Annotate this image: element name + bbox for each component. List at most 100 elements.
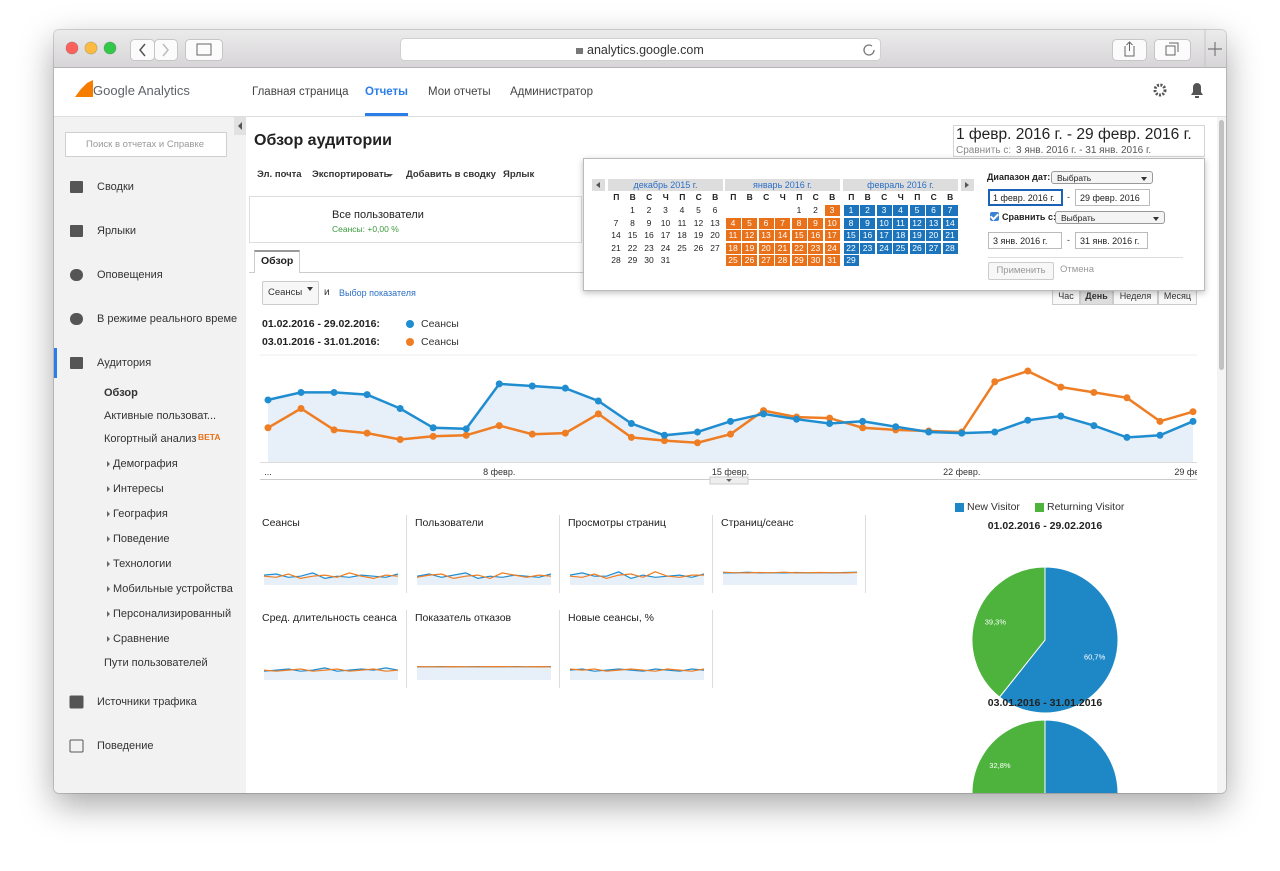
tab[interactable]: [254, 250, 300, 273]
point: [264, 424, 272, 432]
sidebar-group[interactable]: Персонализированный: [113, 608, 232, 620]
sidebar-subitem[interactable]: Когортный анализ: [104, 433, 197, 445]
point: [429, 432, 437, 440]
pie-label: 39,3%: [985, 618, 1007, 627]
tile-title: Сеансы: [262, 517, 300, 529]
sidebar-item[interactable]: Источники трафика: [97, 696, 197, 708]
nav-item[interactable]: Администратор: [510, 86, 593, 98]
x-tick-label: 29 февр.: [1174, 467, 1211, 477]
toolbar-button[interactable]: Экспортировать: [312, 169, 390, 180]
point: [727, 417, 734, 425]
sidebar-subitem[interactable]: Активные пользоват...: [104, 410, 217, 422]
tile-title: Страниц/сеанс: [721, 517, 794, 529]
back-icon: [139, 43, 146, 57]
sidebar-item[interactable]: Аудитория: [97, 357, 152, 369]
point: [892, 423, 900, 431]
logo-icon: [75, 80, 93, 97]
search-box[interactable]: [65, 132, 227, 157]
beta-badge: BETA: [198, 432, 221, 442]
point: [627, 433, 635, 441]
notifications-icon: [1191, 83, 1203, 98]
metric-select[interactable]: [262, 281, 319, 305]
sparkline: [263, 572, 399, 580]
granularity-button[interactable]: Неделя: [1113, 285, 1158, 305]
sidebar-item[interactable]: Оповещения: [97, 269, 163, 281]
toolbar-button[interactable]: Добавить в сводку: [406, 169, 496, 180]
expand-arrow: [107, 511, 110, 517]
point: [297, 388, 305, 396]
metric-select-label: Сеансы: [268, 287, 303, 298]
compare-label: Сравнить с:: [956, 145, 1012, 156]
toolbar-button: [130, 39, 155, 61]
new-tab-icon: [1208, 42, 1222, 56]
url: analytics.google.com: [587, 43, 704, 57]
point: [1189, 417, 1197, 425]
point: [1057, 412, 1065, 420]
legend-marker: [406, 338, 414, 346]
expand-arrow: [107, 561, 110, 567]
legend-marker: [406, 320, 414, 328]
nav-item[interactable]: Мои отчеты: [428, 86, 491, 98]
segment-box[interactable]: [249, 196, 582, 243]
sidebar-group[interactable]: Демография: [113, 458, 178, 470]
nav-item[interactable]: Отчеты: [365, 86, 408, 98]
point: [396, 405, 404, 412]
nav-icon: [70, 269, 83, 281]
forward-icon: [162, 43, 169, 57]
dropdown-caret: [387, 174, 393, 177]
spark-area: [723, 572, 857, 585]
sidebar-item[interactable]: Сводки: [97, 181, 134, 193]
date-range-box[interactable]: [953, 125, 1205, 157]
legend-swatch: [955, 503, 964, 512]
point: [925, 428, 933, 436]
nav-item[interactable]: Главная страница: [252, 86, 349, 98]
sidebar-group[interactable]: Сравнение: [113, 633, 170, 645]
point: [859, 417, 867, 425]
range-handle-arrow: [726, 479, 732, 482]
spark-area: [417, 666, 551, 680]
sidebar-group[interactable]: Интересы: [113, 483, 164, 495]
granularity-button[interactable]: День: [1080, 285, 1113, 305]
nav-icon: [70, 357, 83, 369]
toolbar-button[interactable]: Ярлык: [503, 169, 535, 180]
tile-title: Показатель отказов: [415, 612, 512, 624]
point: [1090, 422, 1098, 430]
url-bar: [400, 38, 881, 61]
point: [561, 384, 569, 392]
tile-title: Сред. длительность сеанса: [262, 612, 397, 624]
sidebar-subitem[interactable]: Пути пользователей: [104, 657, 208, 669]
sparkline: [263, 668, 399, 672]
sidebar-group[interactable]: География: [113, 508, 168, 520]
pie-slice: [971, 566, 1046, 698]
point: [793, 415, 801, 423]
granularity-button[interactable]: Месяц: [1158, 285, 1197, 305]
expand-arrow: [107, 636, 110, 642]
point: [330, 388, 338, 396]
compare-range: 3 янв. 2016 г. - 31 янв. 2016 г.: [1016, 145, 1152, 156]
point: [1189, 408, 1197, 416]
window-button: [65, 41, 79, 55]
granularity-button[interactable]: Час: [1052, 285, 1080, 305]
point: [594, 410, 602, 418]
point: [660, 437, 668, 445]
point: [958, 429, 966, 437]
metric-picker[interactable]: Выбор показателя: [339, 288, 416, 298]
sidebar: [54, 117, 246, 793]
pie-title: 01.02.2016 - 29.02.2016: [987, 520, 1103, 532]
toolbar-button[interactable]: Эл. почта: [257, 169, 302, 180]
sidebar-group[interactable]: Технологии: [113, 558, 172, 570]
scrollbar: [1217, 117, 1226, 793]
x-tick-label: 15 февр.: [712, 467, 749, 477]
sparkline: [722, 571, 858, 574]
sidebar-item[interactable]: В режиме реального време: [97, 313, 238, 325]
sparkline: [263, 572, 399, 580]
sidebar-item[interactable]: Ярлыки: [97, 225, 136, 237]
sidebar-group[interactable]: Мобильные устройства: [113, 583, 233, 595]
pie-label: 32,8%: [989, 761, 1011, 770]
sidebar-item[interactable]: Поведение: [97, 740, 154, 752]
sidebar-subitem[interactable]: Обзор: [104, 387, 138, 399]
point: [297, 405, 305, 412]
sidebar-group[interactable]: Поведение: [113, 533, 170, 545]
segment-detail: Сеансы: +0,00 %: [332, 224, 399, 234]
legend-range: 03.01.2016 - 31.01.2016:: [262, 336, 380, 348]
